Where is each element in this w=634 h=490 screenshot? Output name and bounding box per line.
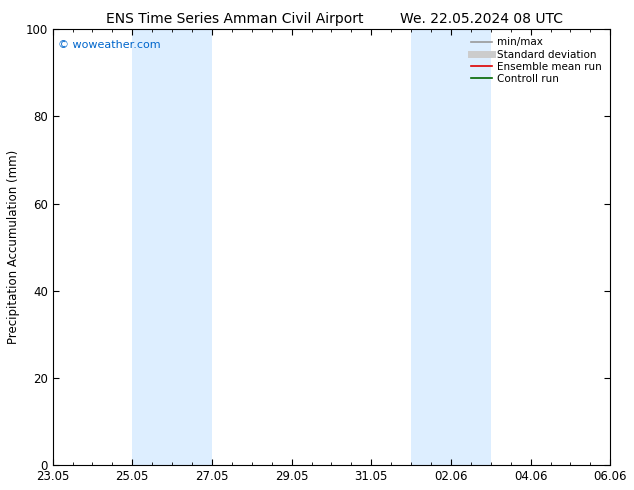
Legend: min/max, Standard deviation, Ensemble mean run, Controll run: min/max, Standard deviation, Ensemble me… [468,34,605,87]
Y-axis label: Precipitation Accumulation (mm): Precipitation Accumulation (mm) [7,150,20,344]
Bar [411,29,491,465]
Text: We. 22.05.2024 08 UTC: We. 22.05.2024 08 UTC [400,12,564,26]
Text: ENS Time Series Amman Civil Airport: ENS Time Series Amman Civil Airport [106,12,363,26]
Text: © woweather.com: © woweather.com [58,40,161,50]
Bar [133,29,212,465]
